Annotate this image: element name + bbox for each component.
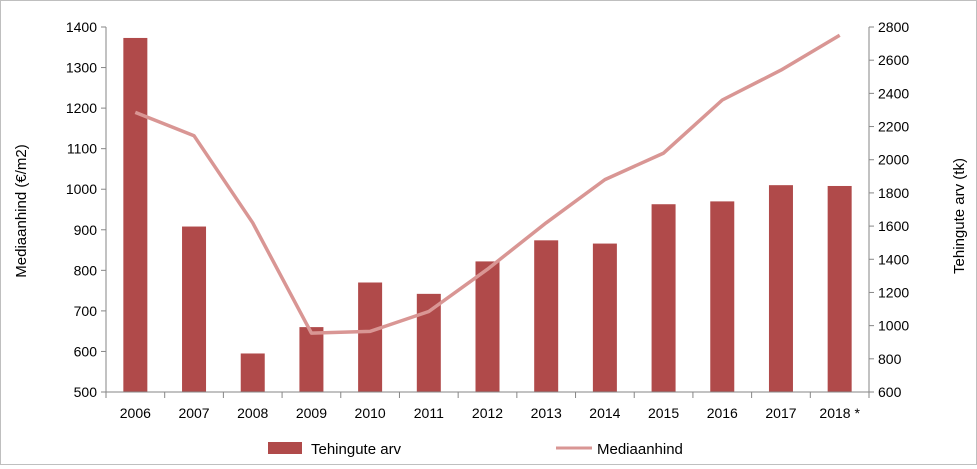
bar-2018 [827,185,852,392]
right-tick-label: 1200 [878,284,909,300]
x-tick-label: 2018 * [819,405,860,421]
left-tick-label: 1000 [66,181,97,197]
x-tick-label: 2011 [414,405,444,421]
legend: Tehingute arv Mediaanhind [268,441,683,458]
legend-swatch-bars [268,442,302,454]
right-tick-label: 2200 [878,119,909,135]
left-tick-label: 1300 [66,60,97,76]
left-axis-ticks: 500 600 700 800 900 1000 1100 1200 1300 1400 [66,19,106,400]
bar-2007 [182,226,207,392]
bar-2006 [123,37,148,392]
x-tick-label: 2017 [765,405,796,421]
axes [105,27,870,393]
left-tick-label: 1200 [66,100,97,116]
right-tick-label: 1600 [878,218,909,234]
right-tick-label: 2400 [878,85,909,101]
left-tick-label: 900 [74,222,98,238]
bar-series [123,37,852,392]
bar-2008 [240,353,265,392]
median-price-line [134,33,841,335]
x-tick-label: 2016 [707,405,738,421]
x-tick-label: 2010 [355,405,386,421]
bar-2014 [592,243,617,392]
right-axis-title: Tehingute arv (tk) [951,158,968,274]
left-tick-label: 1100 [67,141,97,157]
legend-label-line: Mediaanhind [597,441,683,458]
left-tick-label: 800 [74,262,98,278]
x-tick-label: 2009 [296,405,327,421]
left-tick-label: 500 [74,384,98,400]
x-tick-label: 2006 [120,405,151,421]
legend-label-bars: Tehingute arv [311,441,402,458]
line-series [134,33,841,335]
x-tick-label: 2008 [237,405,268,421]
right-tick-label: 1400 [878,251,909,267]
right-tick-label: 800 [878,351,902,367]
bar-2009 [299,327,324,392]
bar-2011 [416,293,441,392]
right-axis-ticks: 600 800 1000 1200 1400 1600 1800 2000 2200 2400 26… [869,19,909,400]
x-tick-label: 2015 [648,405,679,421]
x-tick-label: 2012 [472,405,503,421]
right-tick-label: 1000 [878,318,909,334]
right-tick-label: 600 [878,384,902,400]
left-tick-label: 600 [74,343,98,359]
right-tick-label: 1800 [878,185,909,201]
x-tick-label: 2013 [531,405,562,421]
bar-2016 [710,201,735,392]
bar-2012 [475,261,500,392]
right-tick-label: 2000 [878,152,909,168]
bar-2017 [768,185,793,392]
bar-2015 [651,204,676,392]
left-tick-label: 700 [74,303,98,319]
bar-2013 [534,240,559,392]
bar-2010 [358,282,383,392]
x-axis-ticks: 2006 2007 2008 2009 2010 2011 2012 2013 2014 2015… [105,392,870,421]
x-tick-label: 2007 [178,405,209,421]
right-tick-label: 2800 [878,19,909,35]
left-axis-title: Mediaanhind (€/m2) [13,144,30,277]
right-tick-label: 2600 [878,52,909,68]
x-tick-label: 2014 [589,405,620,421]
left-tick-label: 1400 [66,19,97,35]
